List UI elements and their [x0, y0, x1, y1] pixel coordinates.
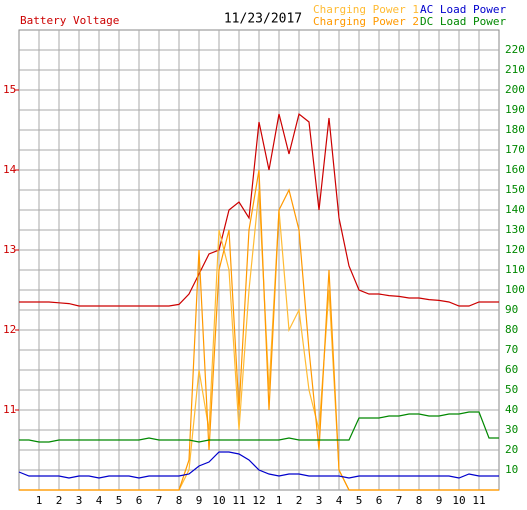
x-tick-label: 8	[416, 494, 423, 507]
y2-tick-label: 160	[505, 163, 525, 176]
legend-label: AC Load Power	[420, 3, 506, 16]
y2-tick-label: 60	[505, 363, 518, 376]
chart-title: 11/23/2017	[224, 12, 302, 27]
x-tick-label: 8	[176, 494, 183, 507]
y-tick-label: 14	[3, 163, 17, 176]
x-tick-label: 6	[376, 494, 383, 507]
y2-tick-label: 20	[505, 443, 518, 456]
x-tick-label: 9	[196, 494, 203, 507]
x-tick-label: 6	[136, 494, 143, 507]
legend-label: Charging Power 1	[313, 3, 419, 16]
y-tick-label: 15	[3, 83, 16, 96]
y2-tick-label: 90	[505, 303, 518, 316]
y2-tick-label: 180	[505, 123, 525, 136]
x-tick-label: 2	[56, 494, 63, 507]
y2-tick-label: 130	[505, 223, 525, 236]
legend-label: Charging Power 2	[313, 15, 419, 28]
y2-tick-label: 210	[505, 63, 525, 76]
y-tick-label: 11	[3, 403, 16, 416]
x-tick-label: 5	[116, 494, 123, 507]
x-tick-label: 5	[356, 494, 363, 507]
y2-tick-label: 190	[505, 103, 525, 116]
y2-tick-label: 40	[505, 403, 518, 416]
series-line	[19, 411, 499, 443]
x-tick-label: 10	[452, 494, 465, 507]
y-tick-label: 13	[3, 243, 16, 256]
y2-tick-label: 10	[505, 463, 518, 476]
x-tick-label: 1	[36, 494, 43, 507]
x-tick-label: 3	[76, 494, 83, 507]
x-tick-label: 3	[316, 494, 323, 507]
y2-tick-label: 70	[505, 343, 518, 356]
legend-label: Battery Voltage	[20, 14, 119, 27]
x-tick-label: 7	[156, 494, 163, 507]
y2-tick-label: 170	[505, 143, 525, 156]
x-tick-label: 7	[396, 494, 403, 507]
y-tick-label: 12	[3, 323, 16, 336]
x-tick-label: 11	[472, 494, 485, 507]
x-tick-label: 10	[212, 494, 225, 507]
y2-tick-label: 120	[505, 243, 525, 256]
series-line	[19, 112, 499, 307]
x-tick-label: 2	[296, 494, 303, 507]
y2-tick-label: 150	[505, 183, 525, 196]
series-line	[19, 169, 499, 491]
x-tick-label: 9	[436, 494, 443, 507]
y2-tick-label: 100	[505, 283, 525, 296]
legend-label: DC Load Power	[420, 15, 506, 28]
x-tick-label: 4	[336, 494, 343, 507]
y2-tick-label: 110	[505, 263, 525, 276]
x-tick-label: 1	[276, 494, 283, 507]
x-tick-label: 11	[232, 494, 245, 507]
y2-tick-label: 140	[505, 203, 525, 216]
y2-tick-label: 200	[505, 83, 525, 96]
y2-tick-label: 220	[505, 43, 525, 56]
y2-tick-label: 50	[505, 383, 518, 396]
series-line	[18, 451, 499, 479]
y2-tick-label: 80	[505, 323, 518, 336]
x-tick-label: 4	[96, 494, 103, 507]
x-tick-label: 12	[252, 494, 265, 507]
y2-tick-label: 30	[505, 423, 518, 436]
